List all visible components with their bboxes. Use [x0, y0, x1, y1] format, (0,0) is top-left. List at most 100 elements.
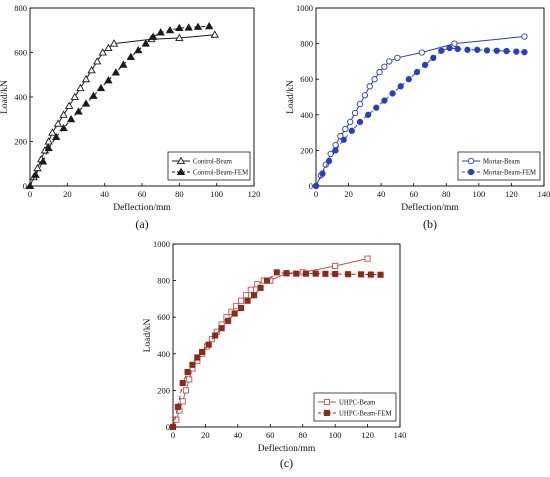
data-point	[193, 22, 203, 30]
data-point	[111, 68, 121, 76]
data-point	[119, 60, 128, 68]
x-tick-label: 0	[28, 189, 32, 199]
data-point	[342, 125, 349, 133]
x-tick-label: 100	[472, 189, 485, 199]
legend-marker	[323, 398, 331, 406]
data-point	[93, 57, 102, 65]
data-point	[87, 65, 96, 74]
chart-panel-2: 0 20 40 60 80 100 120 140 0 200 400 600 800 1000 Defle…	[143, 239, 406, 470]
data-point	[381, 97, 388, 104]
panel-label: (a)	[135, 217, 148, 231]
data-point	[302, 270, 310, 277]
data-point	[173, 416, 180, 423]
x-tick-label: 80	[298, 430, 307, 440]
data-point	[59, 123, 68, 132]
legend-marker	[467, 168, 475, 176]
data-point	[371, 76, 378, 83]
x-tick-label: 120	[505, 189, 518, 199]
data-point	[405, 76, 412, 83]
data-point	[356, 118, 364, 126]
y-tick-label: 200	[14, 137, 27, 147]
y-tick-label: 800	[157, 276, 170, 286]
x-tick-label: 120	[248, 189, 261, 199]
legend-label: Mortar-Beam-FEM	[483, 170, 536, 177]
legend-marker	[176, 156, 186, 165]
legend: UHPC-Beam UHPC-Beam-FEM	[313, 392, 397, 422]
data-point	[376, 68, 383, 76]
data-point	[238, 305, 245, 312]
y-tick-label: 600	[157, 312, 170, 322]
data-point	[373, 104, 380, 111]
data-point	[389, 90, 396, 97]
data-point	[96, 83, 106, 92]
data-point	[210, 30, 219, 38]
data-point	[397, 83, 404, 90]
data-point	[386, 58, 393, 65]
data-point	[358, 271, 365, 278]
y-tick-label: 200	[157, 385, 170, 395]
series-line	[172, 271, 381, 428]
data-point	[44, 137, 53, 145]
data-point	[503, 47, 510, 55]
x-axis-title: Deflection/mm	[258, 443, 316, 454]
data-point	[179, 398, 186, 405]
data-point	[345, 271, 352, 278]
data-point	[165, 25, 175, 34]
y-tick-label: 400	[300, 110, 313, 120]
y-tick-label: 1000	[296, 3, 313, 13]
x-tick-label: 80	[175, 189, 184, 199]
data-point	[418, 49, 426, 56]
data-point	[205, 341, 212, 348]
data-point	[454, 45, 461, 53]
data-point	[208, 336, 215, 343]
plot-frame	[172, 243, 401, 428]
data-point	[33, 163, 42, 172]
data-point	[513, 48, 520, 55]
y-tick-label: 400	[157, 349, 170, 359]
data-point	[179, 380, 186, 387]
data-point	[51, 132, 61, 141]
data-point	[182, 387, 190, 394]
data-point	[332, 262, 339, 270]
legend-label: Control-Beam	[193, 159, 233, 166]
x-tick-label: 80	[442, 189, 451, 199]
x-tick-label: 0	[314, 189, 318, 199]
data-point	[81, 99, 91, 107]
data-point	[81, 74, 91, 83]
data-point	[104, 76, 113, 84]
data-point	[38, 157, 48, 165]
data-point	[89, 91, 98, 99]
y-tick-label: 800	[14, 3, 27, 13]
panel-label: (b)	[423, 217, 437, 231]
y-tick-label: 0	[23, 181, 27, 191]
data-point	[59, 110, 68, 118]
chart-panel-1: 0 20 40 60 80 100 120 140 0 200 400 600 800 1000 Defle…	[286, 3, 550, 231]
data-point	[340, 136, 347, 143]
data-point	[169, 423, 177, 431]
data-point	[283, 270, 290, 277]
y-tick-label: 600	[300, 74, 313, 84]
data-point	[521, 33, 528, 40]
data-point	[244, 297, 251, 304]
data-point	[464, 46, 471, 53]
data-point	[430, 54, 437, 61]
y-tick-label: 0	[166, 422, 170, 432]
x-tick-label: 120	[361, 430, 374, 440]
x-tick-label: 20	[344, 189, 353, 199]
legend-label: UHPC-Beam-FEM	[339, 411, 392, 418]
legend-marker	[176, 167, 186, 176]
data-point	[421, 61, 429, 69]
data-point	[126, 52, 135, 60]
y-tick-label: 0	[309, 181, 313, 191]
data-point	[521, 48, 528, 56]
data-point	[273, 269, 280, 276]
data-point	[446, 44, 453, 52]
data-point	[319, 170, 326, 177]
data-point	[257, 284, 264, 291]
y-axis-title: Load/kN	[0, 80, 10, 114]
data-point	[225, 317, 232, 324]
data-point	[451, 40, 458, 47]
x-tick-label: 100	[329, 430, 342, 440]
data-point	[238, 297, 245, 304]
